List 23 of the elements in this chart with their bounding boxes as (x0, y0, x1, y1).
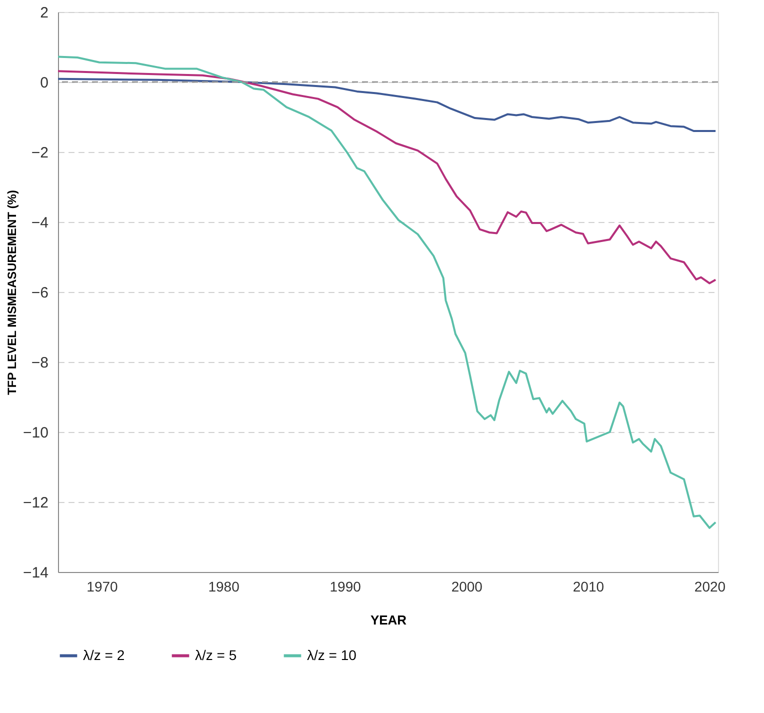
line-series (57, 56, 717, 529)
y-tick-label: −6 (31, 284, 48, 302)
x-tick-label: 2010 (572, 578, 604, 594)
x-axis-title: YEAR (370, 612, 408, 628)
y-tick-label: −10 (23, 424, 48, 442)
x-tick-label: 1990 (330, 578, 362, 594)
y-tick-label: 2 (40, 4, 48, 22)
y-tick-label: −14 (23, 564, 48, 582)
x-tick-label: 2020 (694, 578, 726, 594)
y-tick-label: 0 (40, 74, 48, 92)
x-tick-label: 1980 (208, 578, 240, 594)
x-tick-label: 2000 (451, 578, 483, 594)
x-tick-label: 1970 (86, 578, 118, 594)
y-tick-label: −2 (31, 144, 48, 162)
legend-label: λ/z = 2 (83, 646, 125, 663)
legend-label: λ/z = 5 (195, 646, 237, 663)
y-tick-label: −8 (31, 354, 48, 372)
y-axis-title: TFP LEVEL MISMEASUREMENT (%) (5, 190, 20, 395)
line-series (57, 70, 717, 284)
legend-label: λ/z = 10 (307, 646, 357, 663)
line-series (57, 78, 717, 132)
y-tick-label: −12 (23, 494, 48, 512)
y-tick-label: −4 (31, 214, 48, 232)
